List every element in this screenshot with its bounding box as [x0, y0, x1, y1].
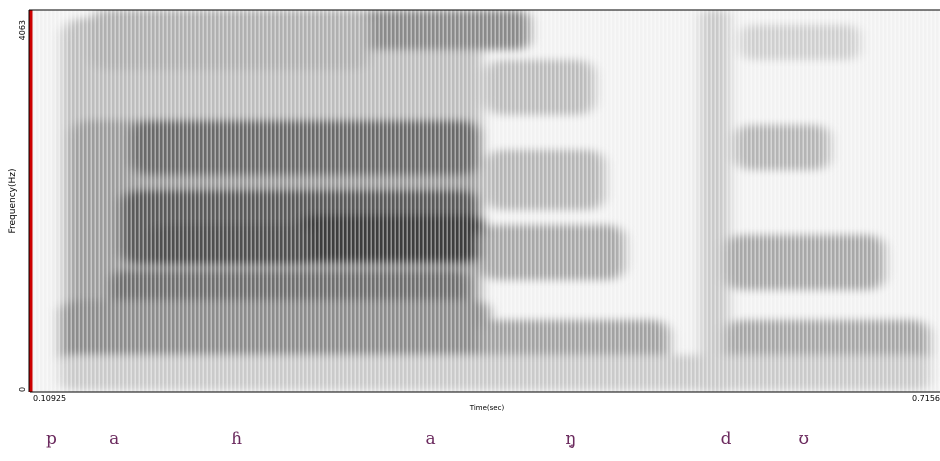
segment-label: ʊ: [799, 429, 810, 449]
x-axis-label: Time(sec): [469, 404, 505, 412]
segment-label: a: [426, 429, 436, 449]
y-tick-label-max: 4063: [18, 20, 27, 40]
x-tick-label-min: 0.10925: [33, 394, 66, 403]
x-tick-label-max: 0.7156: [912, 394, 940, 403]
segment-label: d: [721, 429, 732, 449]
energy-layer: [31, 10, 940, 392]
segment-label: a: [109, 429, 119, 449]
segment-label: p: [46, 429, 57, 449]
segment-label: ŋ̥: [565, 429, 576, 449]
segment-label: ɦ: [231, 429, 242, 449]
y-axis-label: Frequency(Hz): [8, 168, 18, 233]
y-tick-label-min: 0: [18, 387, 27, 392]
segment-labels: p a ɦ a ŋ̥ d ʊ: [46, 429, 809, 449]
